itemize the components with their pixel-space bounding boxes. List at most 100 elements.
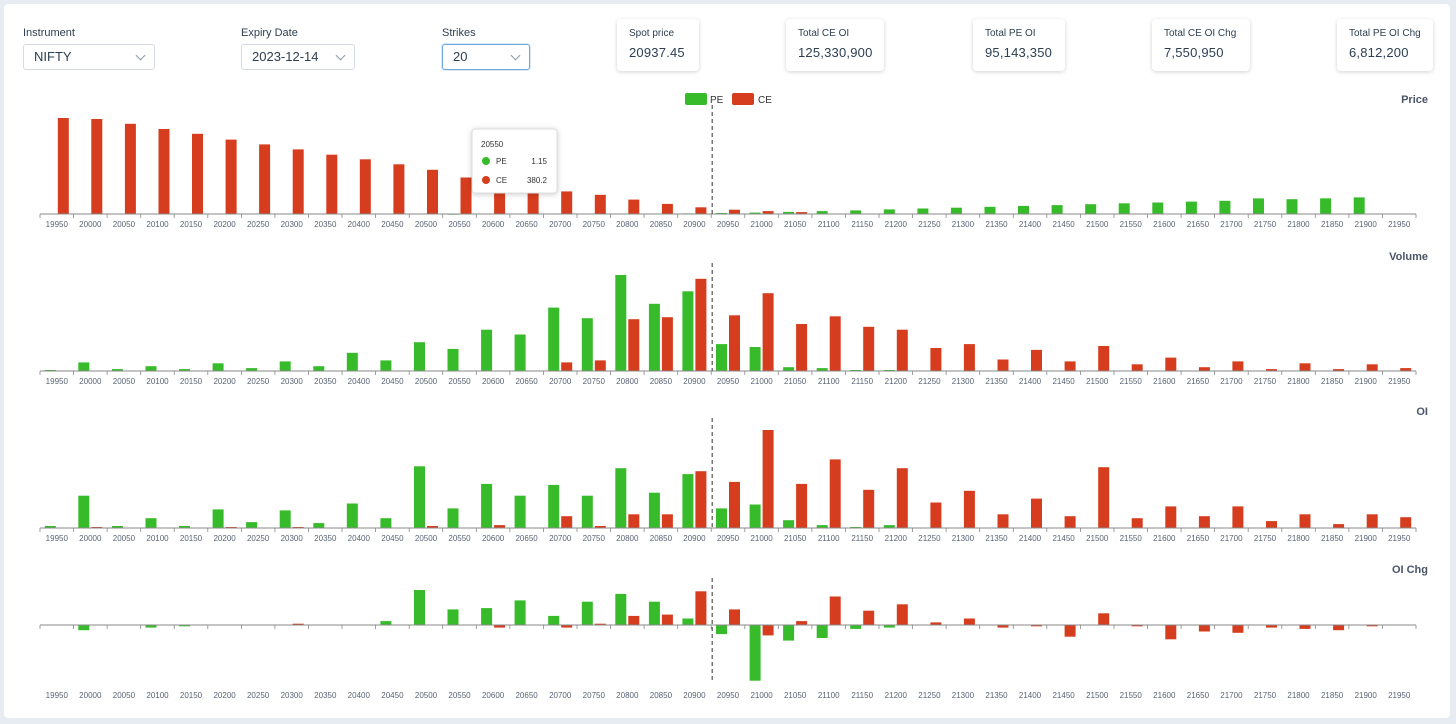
bar-pe bbox=[883, 525, 895, 528]
x-tick-label: 21300 bbox=[952, 534, 975, 543]
bar-ce bbox=[1131, 364, 1143, 371]
bar-pe bbox=[1152, 202, 1164, 214]
bar-pe bbox=[313, 366, 325, 371]
x-tick-label: 21400 bbox=[1019, 534, 1042, 543]
bar-pe bbox=[212, 363, 224, 371]
x-tick-label: 21100 bbox=[818, 377, 840, 386]
x-tick-label: 21100 bbox=[818, 220, 840, 229]
chart-title: Price bbox=[1401, 94, 1428, 106]
x-tick-label: 21950 bbox=[1388, 691, 1411, 700]
x-tick-label: 20700 bbox=[549, 691, 572, 700]
bar-ce bbox=[359, 159, 371, 214]
bar-pe bbox=[648, 492, 660, 528]
x-tick-label: 21500 bbox=[1086, 220, 1109, 229]
x-tick-label: 20150 bbox=[180, 534, 203, 543]
spot-price-card: Spot price 20937.45 bbox=[617, 19, 699, 71]
bar-ce bbox=[796, 324, 808, 371]
stat-value: 125,330,900 bbox=[798, 45, 873, 60]
bar-pe bbox=[548, 484, 560, 528]
bar-ce bbox=[427, 169, 438, 214]
bar-pe bbox=[1253, 198, 1264, 214]
x-tick-label: 21700 bbox=[1220, 534, 1243, 543]
bar-ce bbox=[1299, 363, 1311, 371]
bar-pe bbox=[145, 625, 157, 628]
bar-ce bbox=[762, 430, 774, 528]
bar-pe bbox=[179, 369, 190, 371]
bar-pe bbox=[514, 334, 526, 371]
x-tick-label: 20350 bbox=[314, 377, 337, 386]
instrument-label: Instrument bbox=[23, 27, 75, 39]
bar-pe bbox=[380, 518, 392, 528]
x-tick-label: 20150 bbox=[180, 377, 203, 386]
x-tick-label: 20300 bbox=[281, 220, 304, 229]
total-pe-oi-chg-card: Total PE OI Chg 6,812,200 bbox=[1337, 19, 1433, 71]
x-tick-label: 20100 bbox=[146, 691, 169, 700]
x-tick-label: 20800 bbox=[616, 220, 639, 229]
x-tick-label: 20650 bbox=[515, 220, 538, 229]
bar-pe bbox=[346, 503, 358, 528]
expiry-select[interactable]: 2023-12-14 bbox=[241, 44, 355, 70]
bar-ce bbox=[460, 177, 472, 214]
bar-ce bbox=[57, 118, 69, 214]
x-tick-label: 20000 bbox=[79, 220, 102, 229]
bar-pe bbox=[44, 526, 56, 528]
legend-item-pe[interactable]: PE bbox=[685, 93, 724, 106]
x-tick-label: 20350 bbox=[314, 220, 337, 229]
bar-pe bbox=[279, 510, 291, 528]
bar-ce bbox=[896, 604, 908, 625]
chart-panel-oi: OI 19950 20000 20050 20100 20150 20200 20250 203… bbox=[39, 406, 1428, 543]
bar-ce bbox=[997, 514, 1009, 528]
x-tick-label: 21550 bbox=[1120, 377, 1143, 386]
stat-value: 20937.45 bbox=[629, 45, 685, 60]
bar-ce bbox=[1165, 357, 1177, 371]
x-tick-label: 20900 bbox=[683, 691, 706, 700]
bar-ce bbox=[1266, 521, 1277, 528]
bar-ce bbox=[695, 278, 707, 371]
x-tick-label: 21900 bbox=[1355, 220, 1378, 229]
x-tick-label: 20850 bbox=[650, 691, 673, 700]
x-tick-label: 21750 bbox=[1254, 691, 1277, 700]
x-tick-label: 21050 bbox=[784, 220, 807, 229]
x-tick-label: 21400 bbox=[1019, 377, 1042, 386]
bar-pe bbox=[212, 509, 224, 528]
x-tick-label: 21900 bbox=[1355, 691, 1378, 700]
x-tick-label: 20400 bbox=[348, 377, 371, 386]
bar-ce bbox=[1165, 625, 1177, 640]
x-tick-label: 20250 bbox=[247, 377, 270, 386]
tooltip: 20550 PE 1.15 CE 380.2 bbox=[471, 128, 558, 194]
bar-ce bbox=[661, 203, 673, 214]
strikes-select[interactable]: 20 bbox=[442, 44, 530, 70]
bar-pe bbox=[246, 368, 258, 371]
x-tick-label: 20800 bbox=[616, 534, 639, 543]
x-tick-label: 21200 bbox=[885, 534, 908, 543]
x-tick-label: 21650 bbox=[1187, 377, 1210, 386]
x-tick-label: 21950 bbox=[1388, 220, 1411, 229]
bar-pe bbox=[816, 525, 828, 528]
x-tick-label: 21850 bbox=[1321, 691, 1344, 700]
stat-value: 95,143,350 bbox=[985, 45, 1053, 60]
bar-ce bbox=[561, 516, 573, 528]
stat-value: 6,812,200 bbox=[1349, 45, 1409, 60]
bar-ce bbox=[963, 490, 975, 528]
bar-ce bbox=[863, 489, 875, 528]
x-tick-label: 21900 bbox=[1355, 534, 1378, 543]
bar-pe bbox=[1118, 203, 1130, 214]
bar-ce bbox=[494, 625, 506, 628]
x-tick-label: 21500 bbox=[1086, 377, 1109, 386]
bar-ce bbox=[494, 525, 506, 528]
tooltip-ce-dot bbox=[482, 176, 490, 184]
total-ce-oi-card: Total CE OI 125,330,900 bbox=[786, 19, 884, 71]
bar-pe bbox=[850, 625, 862, 629]
x-tick-label: 21200 bbox=[885, 691, 908, 700]
x-tick-label: 21650 bbox=[1187, 691, 1210, 700]
x-tick-label: 21300 bbox=[952, 377, 975, 386]
tooltip-pe-dot bbox=[482, 157, 490, 165]
x-tick-label: 21150 bbox=[851, 220, 873, 229]
x-tick-label: 21000 bbox=[750, 691, 773, 700]
bar-ce bbox=[192, 133, 203, 214]
legend-item-ce[interactable]: CE bbox=[732, 93, 772, 106]
instrument-select[interactable]: NIFTY bbox=[23, 44, 155, 70]
bar-ce bbox=[628, 514, 640, 528]
bar-ce bbox=[594, 194, 606, 214]
tooltip-pe-value: 1.15 bbox=[531, 157, 547, 166]
